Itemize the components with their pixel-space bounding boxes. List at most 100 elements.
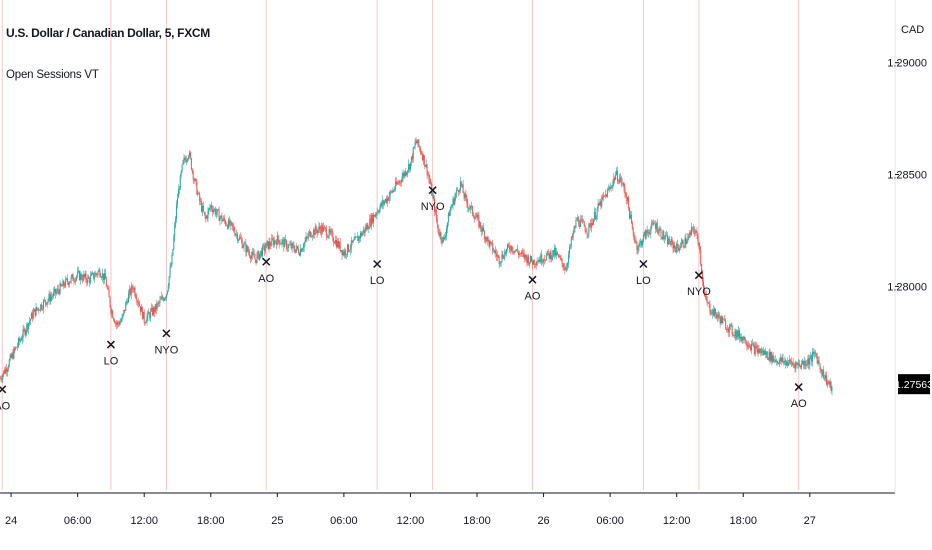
candle-body xyxy=(776,360,778,363)
candle xyxy=(262,242,264,250)
candle-body xyxy=(20,339,22,341)
candle xyxy=(402,169,404,182)
candle xyxy=(481,225,483,237)
candle xyxy=(443,235,445,243)
candle-body xyxy=(96,274,98,275)
candle-body xyxy=(159,299,161,303)
candle xyxy=(778,358,780,368)
candle-body xyxy=(790,361,792,364)
candle xyxy=(507,242,509,249)
candle xyxy=(62,278,64,287)
candle xyxy=(54,285,56,296)
indicator-name[interactable]: Open Sessions VT xyxy=(6,69,99,81)
session-marker-nyo: NYO xyxy=(154,329,179,356)
candle xyxy=(771,351,773,366)
candle-body xyxy=(300,248,302,252)
candle xyxy=(37,308,39,312)
candle xyxy=(444,233,446,241)
candle-body xyxy=(825,375,827,385)
candle xyxy=(543,258,545,268)
candle-body xyxy=(187,159,189,160)
candle xyxy=(531,255,533,263)
candle xyxy=(385,195,387,205)
candle-body xyxy=(176,204,178,220)
session-label: AO xyxy=(258,273,274,285)
candle xyxy=(797,361,799,369)
candle-body xyxy=(277,235,279,241)
candle xyxy=(666,231,668,248)
candle-body xyxy=(258,251,260,260)
candle-body xyxy=(740,336,742,341)
candle xyxy=(164,297,166,302)
candle xyxy=(666,230,668,237)
candle xyxy=(46,301,48,308)
candle-body xyxy=(196,181,198,195)
candle xyxy=(386,195,388,207)
candle xyxy=(563,263,565,271)
candle xyxy=(164,296,166,301)
candle-body xyxy=(189,152,191,159)
candle-body xyxy=(500,261,502,264)
candle xyxy=(508,242,510,253)
candle-body xyxy=(29,321,31,324)
candle xyxy=(740,333,742,343)
candle-body xyxy=(523,253,525,259)
candle-body xyxy=(205,216,207,219)
candle-body xyxy=(250,255,252,259)
candle-body xyxy=(190,158,192,170)
candle-body xyxy=(789,359,791,362)
candle-body xyxy=(206,216,208,219)
candle xyxy=(185,156,187,163)
candle xyxy=(796,361,798,366)
candle-body xyxy=(811,355,813,362)
candle-body xyxy=(770,352,772,361)
candle-body xyxy=(44,299,46,303)
candle-body xyxy=(32,311,34,319)
candle xyxy=(120,318,122,323)
candle-body xyxy=(214,209,216,215)
candle-body xyxy=(568,254,570,264)
candle-body xyxy=(684,237,686,248)
candle-body xyxy=(299,248,301,256)
candle xyxy=(153,306,155,317)
candle-body xyxy=(319,226,321,230)
candle-body xyxy=(284,239,286,248)
candle xyxy=(381,200,383,208)
candle xyxy=(204,212,206,223)
candle xyxy=(580,214,582,228)
candle xyxy=(690,223,692,237)
candle-body xyxy=(672,241,674,249)
candle-body xyxy=(423,155,425,166)
candle xyxy=(80,272,82,281)
candle-body xyxy=(68,282,70,285)
candle xyxy=(38,307,40,315)
candle xyxy=(290,240,292,250)
candle xyxy=(103,269,105,284)
candle-body xyxy=(545,255,547,261)
candle xyxy=(602,193,604,201)
candle-body xyxy=(370,218,372,226)
candle xyxy=(808,354,810,370)
candle-body xyxy=(229,221,231,226)
symbol-title[interactable]: U.S. Dollar / Canadian Dollar, 5, FXCM xyxy=(6,26,210,40)
candle xyxy=(396,177,398,186)
candle-body xyxy=(201,205,203,212)
candle-body xyxy=(391,191,393,193)
candle-body xyxy=(301,249,303,252)
candle-body xyxy=(66,278,68,280)
candle xyxy=(100,272,102,278)
candle-body xyxy=(47,299,49,302)
candle xyxy=(435,206,437,223)
candle-body xyxy=(537,261,539,263)
candle-body xyxy=(297,246,299,249)
candle xyxy=(2,373,4,384)
candle xyxy=(668,235,670,245)
candle xyxy=(816,352,818,365)
candle xyxy=(419,145,421,152)
candle-body xyxy=(259,253,261,260)
candle xyxy=(44,299,46,308)
candle-body xyxy=(661,237,663,240)
candle xyxy=(145,319,147,324)
